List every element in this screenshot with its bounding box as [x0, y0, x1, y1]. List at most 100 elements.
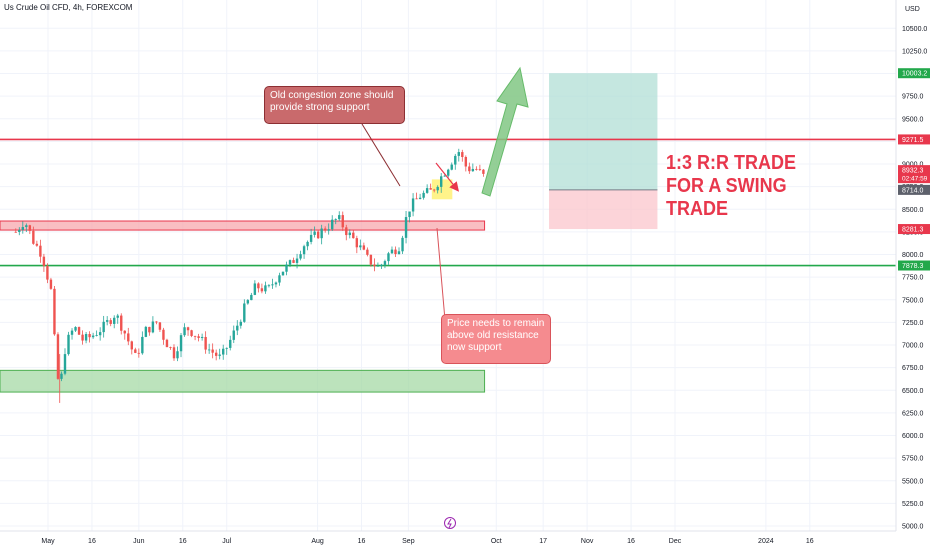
chart-title: Us Crude Oil CFD, 4h, FOREXCOM — [4, 3, 133, 12]
candle-body — [243, 303, 246, 322]
candle-body — [14, 231, 17, 233]
candle-body — [432, 189, 436, 191]
candle-body — [74, 327, 77, 331]
candle-body — [334, 219, 337, 220]
currency-label[interactable]: USD — [905, 6, 920, 13]
trade-note-line-3: TRADE — [666, 198, 729, 220]
trade-note-line-2: FOR A SWING — [666, 175, 787, 197]
long-position-tool[interactable] — [549, 73, 658, 230]
candle-body — [109, 320, 112, 324]
x-tick-label: Jun — [133, 538, 144, 545]
candle-body — [18, 229, 21, 232]
candle-body — [468, 166, 471, 172]
candle-body — [271, 284, 274, 286]
support-callout[interactable]: Price needs to remain above old resistan… — [441, 314, 551, 364]
candle-body — [63, 354, 67, 374]
price-label-box — [898, 68, 930, 79]
candle-body — [91, 335, 95, 338]
price-label-box — [898, 224, 930, 235]
x-tick-label: Aug — [311, 538, 324, 545]
candle-body — [81, 334, 84, 341]
candle-body — [302, 246, 306, 255]
x-tick-label: Sep — [402, 538, 415, 545]
x-tick-label: 16 — [179, 538, 187, 545]
candle-body — [229, 339, 232, 348]
up-arrow — [481, 66, 529, 197]
candle-body — [260, 288, 264, 292]
y-tick-label: 10500.0 — [902, 26, 927, 33]
candle-body — [250, 294, 253, 301]
y-tick-label: 7750.0 — [902, 275, 924, 282]
candle-body — [454, 155, 457, 165]
congestion-callout[interactable]: Old congestion zone should provide stron… — [264, 86, 405, 124]
y-tick-label: 5000.0 — [902, 524, 924, 531]
y-tick-label: 6250.0 — [902, 410, 924, 417]
y-tick-label: 10250.0 — [902, 48, 927, 55]
candle-body — [88, 334, 91, 338]
y-tick-label: 9750.0 — [902, 94, 924, 101]
candle-body — [457, 152, 460, 156]
candle-body — [190, 330, 193, 336]
candle-body — [320, 228, 323, 239]
drawing-arrows — [361, 66, 529, 321]
candle-body — [42, 256, 46, 266]
candle-body — [253, 283, 257, 295]
time-axis[interactable]: May 16 Jun 16 Jul Aug 16 Sep Oct 17 Nov 16 Dec 2024 16 — [0, 517, 896, 546]
candle-body — [67, 334, 70, 355]
candle-body — [232, 330, 235, 340]
price-label-text: 8714.0 — [902, 187, 924, 194]
candle-body — [35, 243, 39, 246]
x-tick-label: Nov — [581, 538, 594, 545]
candle-body — [461, 152, 464, 158]
candle-body — [359, 245, 362, 248]
x-tick-label: 16 — [627, 538, 635, 545]
candle-body — [345, 227, 348, 236]
candle-body — [338, 215, 341, 220]
candle-body — [408, 211, 411, 218]
price-label-text: 8932.3 — [902, 168, 924, 175]
y-tick-label: 8500.0 — [902, 207, 924, 214]
candle-body — [394, 249, 397, 255]
candle-body — [84, 334, 88, 341]
candle-body — [95, 335, 98, 336]
candle-body — [246, 300, 250, 304]
candle-body — [218, 354, 221, 356]
candle-body — [292, 260, 295, 263]
candle-body — [105, 320, 109, 322]
candle-body — [366, 249, 369, 255]
x-tick-label: May — [41, 538, 55, 545]
horizontal-levels[interactable] — [0, 138, 896, 267]
candle-body — [404, 217, 408, 238]
candle-body — [264, 285, 267, 292]
candle-body — [288, 260, 292, 265]
y-tick-label: 6750.0 — [902, 365, 924, 372]
price-label-text: 7878.3 — [902, 263, 924, 270]
x-tick-label: 16 — [88, 538, 96, 545]
candle-body — [482, 169, 485, 174]
candle-body — [447, 169, 450, 176]
candle-body — [214, 352, 218, 356]
candle-body — [352, 232, 355, 239]
candle-body — [179, 335, 183, 352]
zones-layer — [0, 179, 486, 393]
candle-body — [53, 288, 56, 335]
candle-body — [436, 186, 439, 191]
support-callout-pointer — [436, 227, 446, 321]
y-tick-label: 7250.0 — [902, 320, 924, 327]
candle-body — [362, 245, 366, 250]
price-label-text: 10003.2 — [902, 71, 927, 78]
candle-body — [162, 329, 165, 340]
x-tick-label: Dec — [669, 538, 682, 545]
x-tick-label: 16 — [806, 538, 814, 545]
candle-body — [193, 335, 197, 337]
candle-body — [141, 336, 144, 354]
candle-body — [222, 348, 225, 355]
candle-body — [411, 198, 415, 212]
candle-body — [257, 283, 260, 289]
x-tick-label: Oct — [491, 538, 502, 545]
candle-body — [137, 352, 141, 354]
candle-body — [299, 254, 302, 259]
trade-note-text[interactable]: 1:3 R:R TRADE FOR A SWING TRADE — [666, 152, 796, 221]
candle-body — [158, 322, 162, 330]
